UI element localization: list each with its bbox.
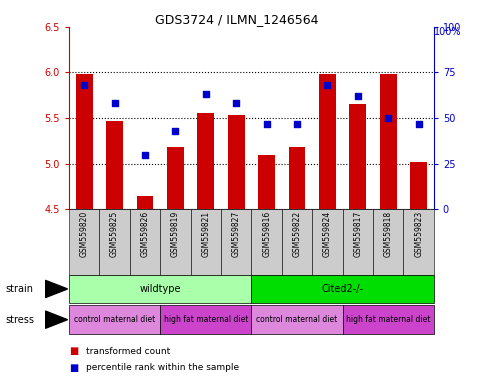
FancyBboxPatch shape (312, 209, 343, 275)
FancyBboxPatch shape (160, 305, 251, 334)
Point (323, 82, 331, 88)
Text: GSM559824: GSM559824 (323, 211, 332, 258)
Point (232, 101, 240, 107)
Text: control maternal diet: control maternal diet (256, 315, 338, 324)
Text: Cited2-/-: Cited2-/- (321, 284, 364, 294)
Text: GSM559825: GSM559825 (110, 211, 119, 258)
Point (141, 152, 149, 158)
FancyBboxPatch shape (130, 209, 160, 275)
Point (415, 121, 423, 127)
Text: GSM559823: GSM559823 (414, 211, 423, 258)
Bar (258, 155, 275, 209)
FancyBboxPatch shape (69, 275, 251, 303)
Text: ■: ■ (69, 346, 78, 356)
Point (172, 128, 179, 134)
Bar (410, 162, 427, 209)
Text: ■: ■ (69, 363, 78, 373)
FancyBboxPatch shape (69, 305, 160, 334)
Text: GSM559827: GSM559827 (232, 211, 241, 258)
FancyBboxPatch shape (100, 209, 130, 275)
Bar (289, 147, 305, 209)
Bar (350, 104, 366, 209)
FancyBboxPatch shape (282, 209, 312, 275)
Bar (380, 74, 396, 209)
Text: GSM559822: GSM559822 (292, 211, 302, 257)
Text: high fat maternal diet: high fat maternal diet (346, 315, 430, 324)
Text: percentile rank within the sample: percentile rank within the sample (86, 363, 240, 372)
FancyBboxPatch shape (343, 305, 434, 334)
Text: GSM559821: GSM559821 (201, 211, 211, 257)
FancyBboxPatch shape (251, 275, 434, 303)
FancyBboxPatch shape (373, 209, 403, 275)
Text: GSM559820: GSM559820 (80, 211, 89, 258)
Point (354, 93, 362, 99)
Bar (137, 195, 153, 209)
Text: transformed count: transformed count (86, 347, 171, 356)
Text: wildtype: wildtype (140, 284, 181, 294)
Bar (228, 115, 245, 209)
Text: GSM559817: GSM559817 (353, 211, 362, 258)
Bar (167, 147, 184, 209)
Text: GDS3724 / ILMN_1246564: GDS3724 / ILMN_1246564 (155, 13, 318, 26)
FancyBboxPatch shape (251, 305, 343, 334)
Text: strain: strain (5, 284, 33, 294)
FancyBboxPatch shape (160, 209, 191, 275)
Point (80, 82, 88, 88)
FancyBboxPatch shape (403, 209, 434, 275)
FancyBboxPatch shape (221, 209, 251, 275)
Text: stress: stress (5, 314, 34, 325)
Polygon shape (45, 280, 68, 298)
Point (110, 101, 119, 107)
Polygon shape (45, 311, 68, 328)
Point (202, 91, 210, 98)
Bar (76, 74, 93, 209)
FancyBboxPatch shape (251, 209, 282, 275)
Bar (106, 121, 123, 209)
FancyBboxPatch shape (69, 209, 100, 275)
Text: GSM559819: GSM559819 (171, 211, 180, 258)
Bar (198, 113, 214, 209)
Text: GSM559826: GSM559826 (141, 211, 149, 258)
Point (263, 121, 271, 127)
Point (293, 121, 301, 127)
FancyBboxPatch shape (191, 209, 221, 275)
Text: GSM559816: GSM559816 (262, 211, 271, 258)
FancyBboxPatch shape (343, 209, 373, 275)
Point (384, 115, 392, 121)
Text: 100%: 100% (434, 27, 461, 37)
Bar (319, 74, 336, 209)
Text: GSM559818: GSM559818 (384, 211, 393, 257)
Text: high fat maternal diet: high fat maternal diet (164, 315, 248, 324)
Text: control maternal diet: control maternal diet (74, 315, 155, 324)
